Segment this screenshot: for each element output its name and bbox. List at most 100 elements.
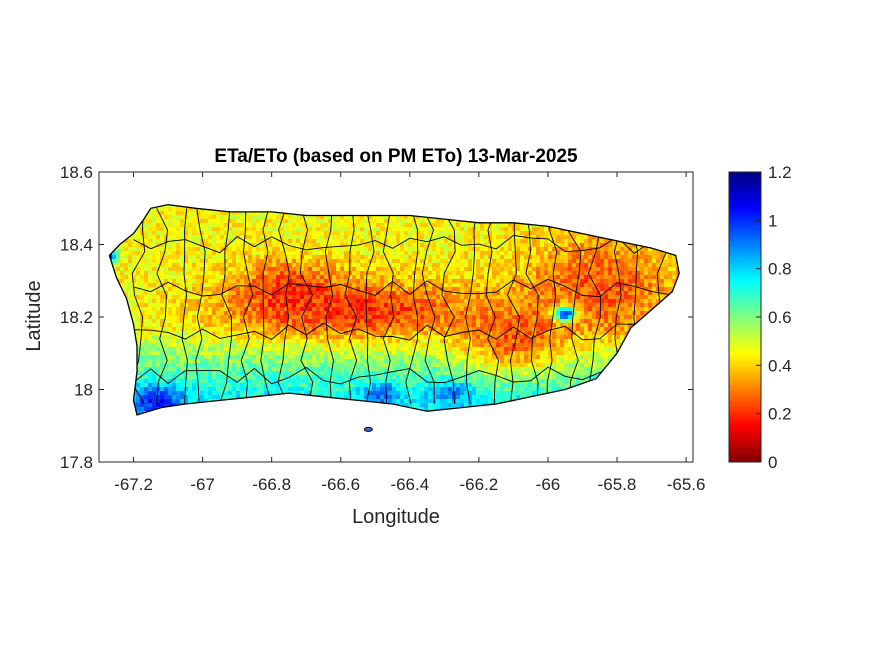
- heatmap-cell: [624, 251, 629, 256]
- heatmap-cell: [372, 247, 377, 252]
- heatmap-cell: [540, 323, 545, 328]
- heatmap-cell: [300, 311, 305, 316]
- heatmap-cell: [256, 211, 261, 216]
- heatmap-cell: [196, 251, 201, 256]
- heatmap-cell: [420, 299, 425, 304]
- heatmap-cell: [140, 247, 145, 252]
- heatmap-cell: [528, 267, 533, 272]
- heatmap-cell: [248, 275, 253, 280]
- heatmap-cell: [412, 243, 417, 248]
- heatmap-cell: [656, 259, 661, 264]
- heatmap-cell: [344, 311, 349, 316]
- heatmap-cell: [368, 239, 373, 244]
- heatmap-cell: [204, 255, 209, 260]
- heatmap-cell: [384, 295, 389, 300]
- heatmap-cell: [128, 259, 133, 264]
- heatmap-cell: [456, 283, 461, 288]
- heatmap-cell: [328, 271, 333, 276]
- heatmap-cell: [228, 239, 233, 244]
- heatmap-cell: [196, 259, 201, 264]
- heatmap-cell: [280, 323, 285, 328]
- heatmap-cell: [268, 215, 273, 220]
- heatmap-cell: [216, 283, 221, 288]
- heatmap-cell: [232, 231, 237, 236]
- heatmap-cell: [508, 247, 513, 252]
- heatmap-cell: [192, 223, 197, 228]
- heatmap-cell: [624, 259, 629, 264]
- heatmap-cell: [132, 307, 137, 312]
- heatmap-cell: [288, 267, 293, 272]
- heatmap-cell: [380, 243, 385, 248]
- heatmap-cell: [596, 279, 601, 284]
- heatmap-cell: [476, 303, 481, 308]
- heatmap-cell: [224, 231, 229, 236]
- heatmap-cell: [656, 267, 661, 272]
- heatmap-cell: [484, 227, 489, 232]
- heatmap-cell: [600, 283, 605, 288]
- heatmap-cell: [360, 267, 365, 272]
- heatmap-cell: [348, 275, 353, 280]
- heatmap-cell: [460, 315, 465, 320]
- heatmap-cell: [380, 239, 385, 244]
- heatmap-cell: [524, 307, 529, 312]
- heatmap-cell: [440, 319, 445, 324]
- heatmap-cell: [160, 211, 165, 216]
- heatmap-cell: [360, 303, 365, 308]
- heatmap-cell: [216, 287, 221, 292]
- heatmap-cell: [544, 235, 549, 240]
- heatmap-cell: [208, 303, 213, 308]
- heatmap-cell: [568, 247, 573, 252]
- heatmap-cell: [172, 235, 177, 240]
- heatmap-cell: [620, 311, 625, 316]
- heatmap-cell: [612, 279, 617, 284]
- heatmap-cell: [524, 243, 529, 248]
- heatmap-cell: [592, 287, 597, 292]
- heatmap-cell: [220, 319, 225, 324]
- heatmap-cell: [496, 315, 501, 320]
- heatmap-cell: [340, 231, 345, 236]
- heatmap-cell: [432, 271, 437, 276]
- heatmap-cell: [288, 227, 293, 232]
- heatmap-cell: [424, 223, 429, 228]
- heatmap-cell: [460, 311, 465, 316]
- heatmap-cell: [180, 279, 185, 284]
- heatmap-cell: [484, 263, 489, 268]
- heatmap-cell: [408, 311, 413, 316]
- heatmap-cell: [144, 283, 149, 288]
- heatmap-cell: [252, 231, 257, 236]
- heatmap-cell: [164, 283, 169, 288]
- heatmap-cell: [640, 255, 645, 260]
- heatmap-cell: [240, 247, 245, 252]
- heatmap-cell: [536, 263, 541, 268]
- heatmap-cell: [232, 259, 237, 264]
- heatmap-cell: [468, 259, 473, 264]
- heatmap-cell: [472, 295, 477, 300]
- heatmap-cell: [368, 275, 373, 280]
- heatmap-cell: [408, 287, 413, 292]
- heatmap-cell: [124, 239, 129, 244]
- heatmap-cell: [600, 295, 605, 300]
- heatmap-cell: [156, 279, 161, 284]
- heatmap-cell: [380, 251, 385, 256]
- heatmap-cell: [320, 235, 325, 240]
- heatmap-cell: [592, 271, 597, 276]
- heatmap-cell: [544, 279, 549, 284]
- heatmap-cell: [396, 231, 401, 236]
- heatmap-cell: [408, 219, 413, 224]
- heatmap-cell: [120, 255, 125, 260]
- heatmap-cell: [276, 231, 281, 236]
- heatmap-cell: [260, 303, 265, 308]
- heatmap-cell: [520, 283, 525, 288]
- heatmap-cell: [404, 315, 409, 320]
- heatmap-cell: [476, 315, 481, 320]
- heatmap-cell: [300, 287, 305, 292]
- heatmap-cell: [180, 207, 185, 212]
- heatmap-cell: [204, 299, 209, 304]
- heatmap-cell: [208, 327, 213, 332]
- heatmap-cell: [200, 219, 205, 224]
- heatmap-cell: [412, 315, 417, 320]
- heatmap-cell: [228, 215, 233, 220]
- heatmap-cell: [564, 235, 569, 240]
- heatmap-cell: [596, 283, 601, 288]
- heatmap-cell: [136, 295, 141, 300]
